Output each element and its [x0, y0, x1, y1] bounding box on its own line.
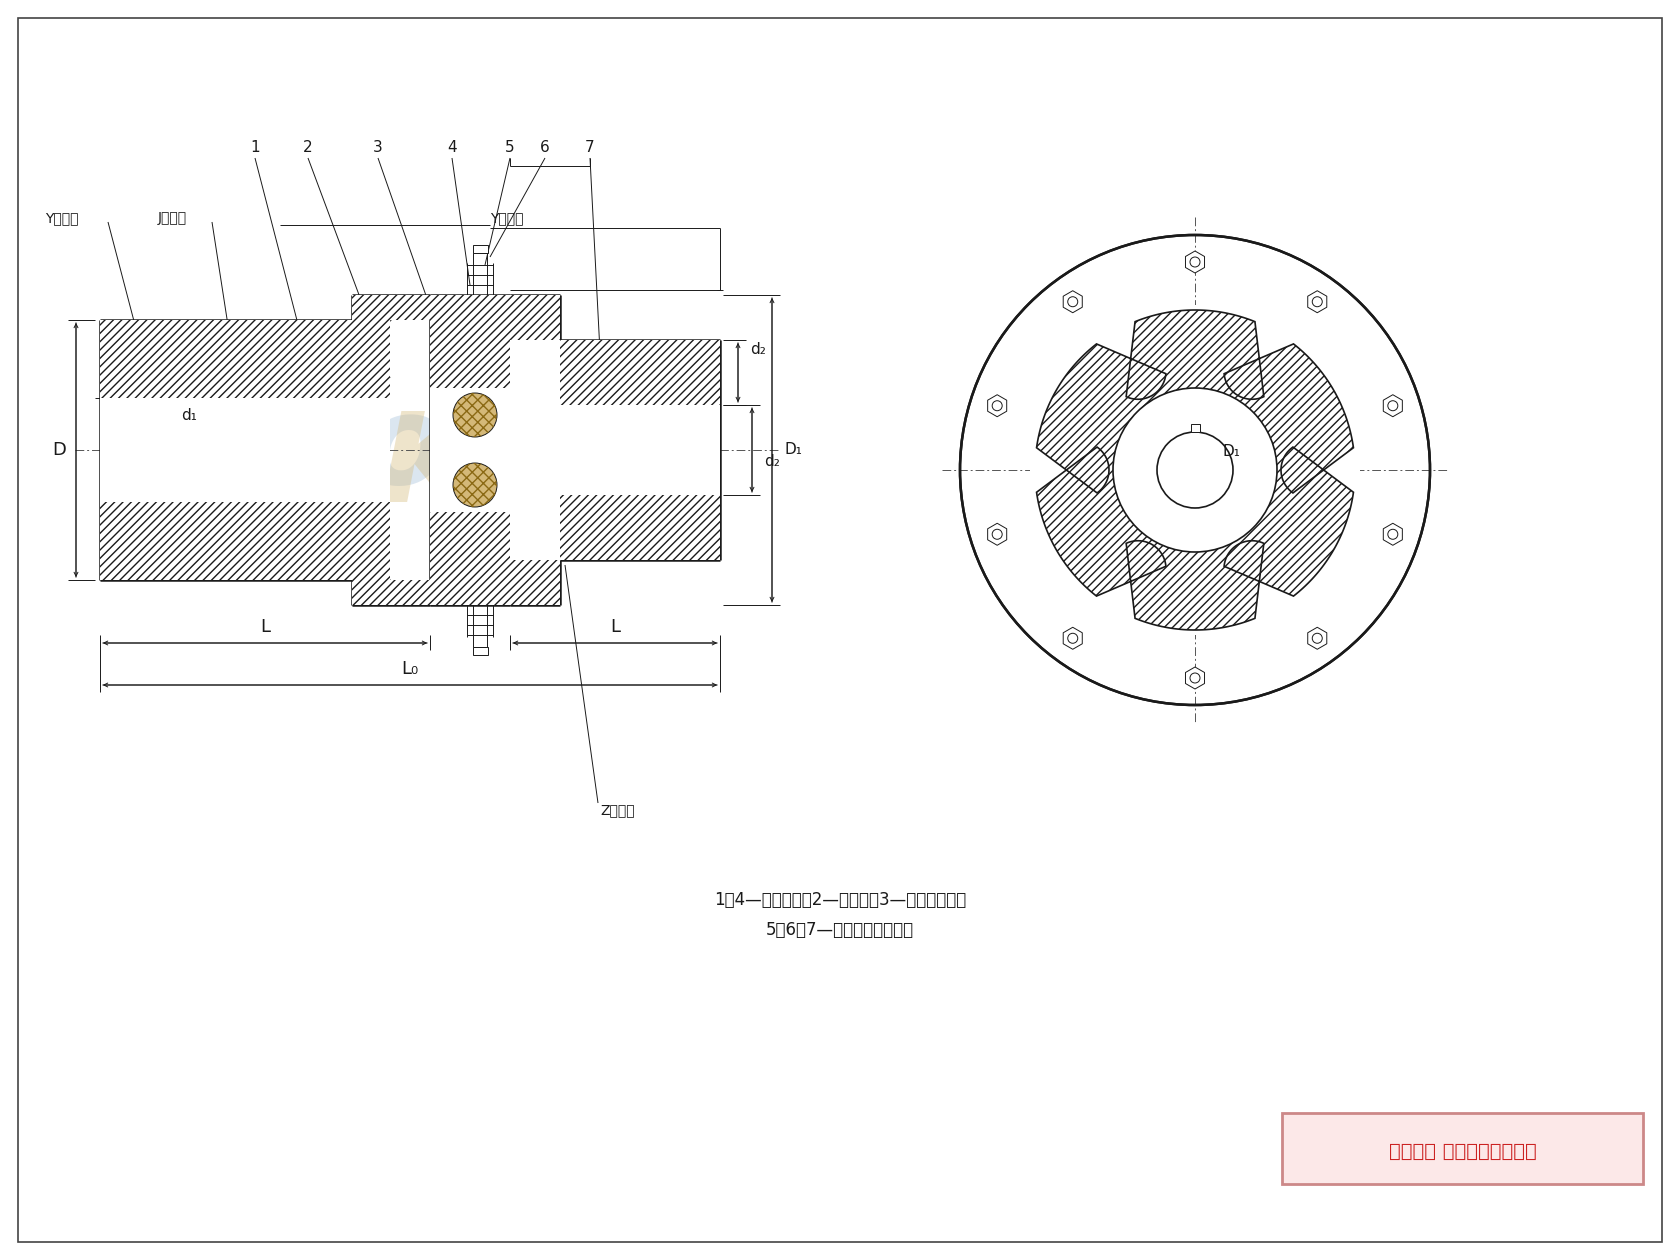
Circle shape [1158, 432, 1233, 508]
Text: Kee: Kee [380, 407, 640, 528]
Polygon shape [1186, 667, 1205, 689]
Circle shape [454, 462, 497, 507]
Circle shape [959, 236, 1430, 706]
Text: 6: 6 [541, 141, 549, 155]
Text: 4: 4 [447, 141, 457, 155]
Text: 5、6、7—螺栓、螺母、垫片: 5、6、7—螺栓、螺母、垫片 [766, 921, 914, 939]
Circle shape [1030, 305, 1361, 635]
Bar [472, 646, 487, 655]
Bar [430, 295, 511, 388]
Text: 版权所有 侵权必被严厉追究: 版权所有 侵权必被严厉追究 [1389, 1142, 1537, 1160]
Polygon shape [988, 523, 1006, 546]
Text: d₂: d₂ [749, 343, 766, 358]
Polygon shape [1383, 394, 1403, 417]
Polygon shape [1307, 627, 1327, 649]
Polygon shape [988, 394, 1006, 417]
Polygon shape [1063, 627, 1082, 649]
Bar [353, 580, 430, 605]
Bar [559, 340, 721, 404]
Text: 1: 1 [250, 141, 260, 155]
Polygon shape [1063, 291, 1082, 312]
Bar [101, 398, 390, 501]
Bar [559, 495, 721, 559]
Polygon shape [1186, 251, 1205, 273]
Bar [472, 244, 487, 253]
Circle shape [1312, 634, 1322, 644]
Text: D: D [52, 441, 66, 459]
Bar [511, 559, 559, 605]
Bar [430, 388, 511, 512]
Polygon shape [1037, 310, 1354, 630]
Bar [353, 295, 430, 320]
Text: 5: 5 [506, 141, 514, 155]
Text: D₁: D₁ [1223, 445, 1242, 460]
Circle shape [1189, 673, 1200, 683]
Text: L₀: L₀ [402, 660, 418, 678]
Polygon shape [1383, 523, 1403, 546]
Bar [1191, 425, 1200, 432]
Text: d₁: d₁ [181, 408, 197, 423]
Bar [511, 295, 559, 340]
Text: D₁: D₁ [785, 442, 801, 457]
Circle shape [454, 393, 497, 437]
Text: L: L [260, 617, 270, 636]
Text: d₂: d₂ [764, 455, 780, 470]
Circle shape [1068, 296, 1079, 306]
Circle shape [993, 401, 1003, 411]
Bar [559, 404, 721, 495]
Circle shape [1114, 388, 1277, 552]
Polygon shape [1307, 291, 1327, 312]
Text: Y型轴孔: Y型轴孔 [45, 210, 79, 226]
Text: Y型轴孔: Y型轴孔 [491, 210, 524, 226]
Text: J型轴孔: J型轴孔 [158, 210, 186, 226]
Circle shape [993, 529, 1003, 539]
Text: L: L [610, 617, 620, 636]
Text: 7: 7 [585, 141, 595, 155]
Circle shape [1068, 634, 1079, 644]
Circle shape [1312, 296, 1322, 306]
Text: Z型轴孔: Z型轴孔 [600, 803, 635, 816]
Text: 2: 2 [302, 141, 312, 155]
Bar [430, 512, 511, 605]
Text: 1、4—半联轴器；2—弹性件；3—法兰连接件；: 1、4—半联轴器；2—弹性件；3—法兰连接件； [714, 891, 966, 908]
Text: Ro: Ro [272, 389, 449, 510]
FancyBboxPatch shape [1282, 1113, 1643, 1183]
Bar [101, 320, 390, 398]
Circle shape [1388, 401, 1398, 411]
Circle shape [1189, 257, 1200, 267]
Bar [511, 340, 559, 559]
Circle shape [1388, 529, 1398, 539]
Text: 3: 3 [373, 141, 383, 155]
Bar [101, 501, 390, 580]
